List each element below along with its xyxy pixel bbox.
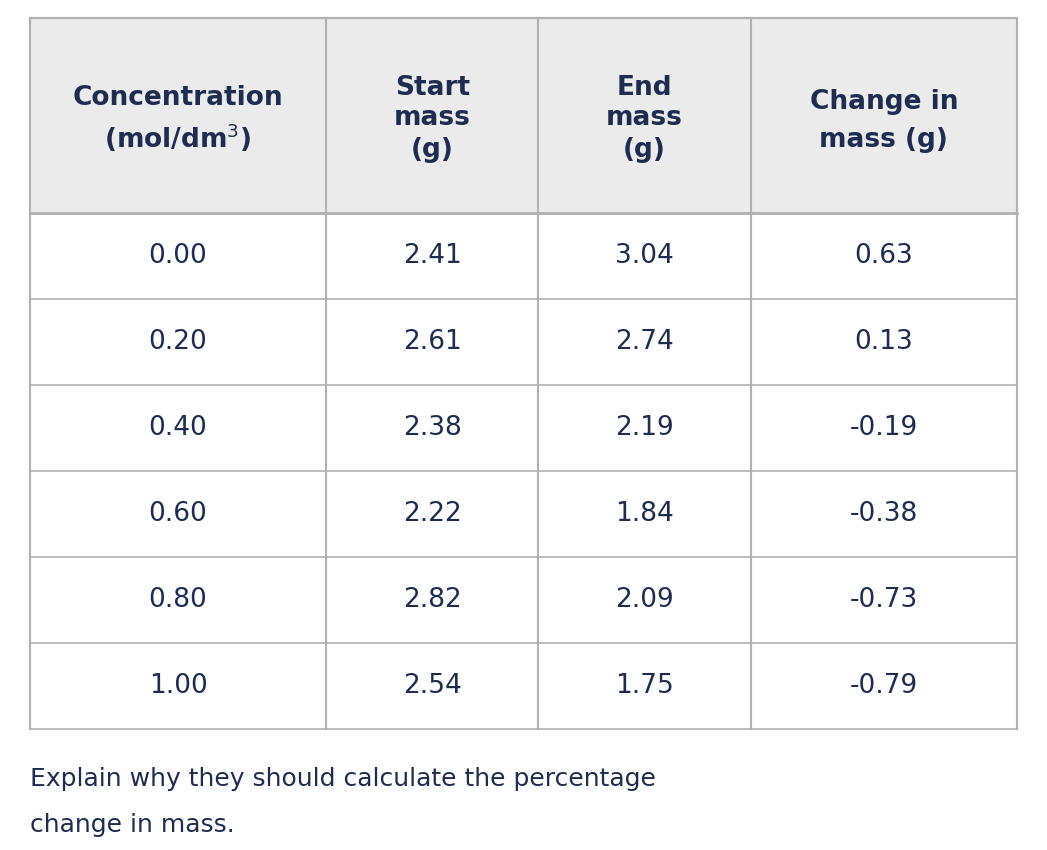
Text: Explain why they should calculate the percentage: Explain why they should calculate the pe… [30,767,655,791]
Text: -0.19: -0.19 [849,415,918,441]
Text: 0.13: 0.13 [854,329,913,355]
Bar [30,643,1017,729]
Text: 2.09: 2.09 [615,587,674,613]
Text: 2.54: 2.54 [403,673,462,699]
Bar [30,18,1017,213]
Text: 2.61: 2.61 [403,329,462,355]
Text: 0.20: 0.20 [149,329,207,355]
Bar [30,557,1017,643]
Text: mass (g): mass (g) [820,127,949,152]
Text: End: End [617,75,672,100]
Text: 0.00: 0.00 [149,243,207,269]
Text: 1.00: 1.00 [149,673,207,699]
Text: (mol/dm$^{3}$): (mol/dm$^{3}$) [105,122,251,154]
Bar [30,299,1017,385]
Text: change in mass.: change in mass. [30,813,235,837]
Text: (g): (g) [623,137,666,162]
Text: 0.40: 0.40 [149,415,207,441]
Text: (g): (g) [410,137,453,162]
Text: 0.60: 0.60 [149,501,207,527]
Text: 0.63: 0.63 [854,243,913,269]
Text: 2.38: 2.38 [403,415,462,441]
Text: 3.04: 3.04 [615,243,674,269]
Bar [30,385,1017,471]
Text: Change in: Change in [809,88,958,115]
Bar [30,213,1017,299]
Bar [30,471,1017,557]
Text: 2.22: 2.22 [403,501,462,527]
Text: 2.41: 2.41 [403,243,462,269]
Text: Concentration: Concentration [72,84,284,110]
Text: -0.38: -0.38 [849,501,918,527]
Text: mass: mass [606,105,683,131]
Text: 2.19: 2.19 [615,415,674,441]
Text: 2.74: 2.74 [615,329,674,355]
Text: Start: Start [395,75,470,100]
Text: mass: mass [394,105,471,131]
Text: 0.80: 0.80 [149,587,207,613]
Text: 2.82: 2.82 [403,587,462,613]
Text: 1.75: 1.75 [615,673,674,699]
Text: -0.79: -0.79 [849,673,918,699]
Text: -0.73: -0.73 [849,587,918,613]
Text: 1.84: 1.84 [615,501,674,527]
